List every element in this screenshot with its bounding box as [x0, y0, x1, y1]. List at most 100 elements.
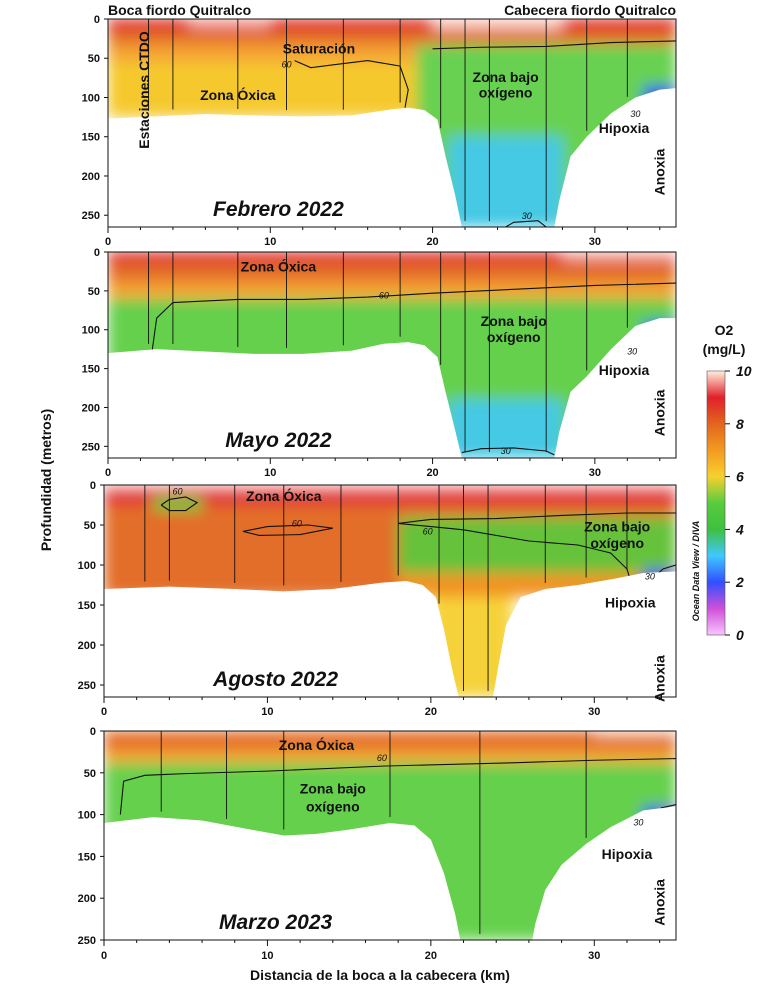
contour-label: 60 [282, 60, 292, 70]
x-tick-label: 30 [589, 467, 601, 479]
contour-label: 60 [292, 519, 302, 529]
x-tick-label: 10 [261, 950, 273, 962]
isoline-60 [151, 282, 676, 354]
oxygen-zone-6 [430, 597, 513, 697]
zone-annotation: Zona bajo [473, 69, 539, 85]
y-tick-label: 250 [78, 680, 96, 692]
isoline-60 [294, 60, 409, 108]
oxygen-field [104, 485, 676, 697]
y-tick-label: 100 [82, 325, 100, 337]
x-tick-label: 10 [264, 467, 276, 479]
x-axis-title: Distancia de la boca a la cabecera (km) [250, 967, 510, 983]
y-tick-label: 0 [94, 247, 100, 259]
oxygen-zone-1 [104, 485, 676, 505]
oxygen-zone-3 [104, 485, 676, 490]
isoline-60 [398, 522, 633, 586]
x-tick-label: 0 [101, 706, 107, 718]
oxygen-field [108, 252, 676, 458]
y-tick-label: 50 [88, 53, 100, 65]
x-tick-label: 20 [425, 950, 437, 962]
zone-annotation: oxígeno [306, 798, 360, 814]
contour-label: 30 [627, 347, 637, 357]
x-tick-label: 10 [261, 706, 273, 718]
zone-annotation: Hipoxia [599, 362, 650, 378]
x-tick-label: 10 [264, 236, 276, 248]
zone-annotation: Anoxia [652, 879, 668, 926]
y-axis-title: Profundidad (metros) [38, 409, 54, 551]
colorbar-ticks: 0 2 4 6 8 10 [725, 363, 752, 643]
y-tick-label: 150 [78, 600, 96, 612]
y-tick-label: 250 [82, 441, 100, 453]
y-tick-label: 150 [78, 851, 96, 863]
x-tick-label: 20 [425, 706, 437, 718]
zone-annotation: Zona Óxica [246, 487, 322, 504]
oxygen-zone-6 [594, 731, 676, 737]
isoline-60 [119, 758, 676, 815]
zone-annotation: Hipoxia [599, 120, 650, 136]
panel-title: Mayo 2022 [225, 429, 332, 452]
contour-label: 30 [645, 571, 655, 581]
x-tick-label: 0 [105, 467, 111, 479]
colorbar-gradient [706, 370, 726, 636]
y-tick-label: 100 [78, 810, 96, 822]
colorbar-tick-label: 6 [736, 469, 744, 485]
zone-annotation: Zona Óxica [241, 257, 317, 274]
zone-annotation: Zona bajo [481, 313, 547, 329]
x-tick-label: 0 [105, 236, 111, 248]
panel-2: 60 30 30 0 50 100 150 200 250 0 10 20 30 Zona Óxica Zo… [82, 247, 677, 479]
contour-label: 30 [501, 446, 511, 456]
oxygen-zone-4 [108, 62, 417, 118]
stations-label: Estaciones CTDO [136, 31, 152, 149]
y-tick-label: 150 [82, 132, 100, 144]
isoline-60 [432, 40, 676, 50]
zone-annotation: Anoxia [652, 149, 668, 196]
oxygen-zone-9 [659, 573, 676, 621]
y-tick-label: 200 [82, 402, 100, 414]
colorbar-tick-label: 10 [736, 363, 752, 379]
zone-annotation: Hipoxia [602, 846, 653, 862]
colorbar-tick-label: 4 [735, 521, 744, 537]
zone-annotation: Anoxia [652, 389, 668, 436]
zone-annotation: oxígeno [590, 535, 644, 551]
panel-title: Agosto 2022 [212, 668, 338, 691]
isoline-60 [398, 512, 676, 524]
zone-annotation: Saturación [283, 41, 355, 57]
contour-label: 30 [630, 109, 640, 119]
oxygen-zone-1 [108, 252, 676, 263]
contour-label: 30 [522, 211, 532, 221]
oxygen-zone-4 [398, 517, 676, 573]
zone-annotation: oxígeno [487, 329, 541, 345]
y-tick-label: 100 [78, 560, 96, 572]
x-tick-label: 30 [588, 706, 600, 718]
contour-label: 60 [173, 487, 183, 497]
oxygen-field [104, 731, 676, 940]
colorbar-credit: Ocean Data View / DIVA [691, 521, 701, 622]
contour-label: 30 [633, 817, 643, 827]
y-tick-label: 250 [82, 210, 100, 222]
zone-annotation: Zona bajo [584, 518, 650, 534]
x-tick-label: 20 [426, 467, 438, 479]
oxygen-field [108, 19, 676, 227]
oxygen-zone-3 [108, 281, 676, 299]
x-tick-label: 20 [426, 236, 438, 248]
oxygen-zone-6 [448, 136, 563, 227]
colorbar-tick-label: 2 [735, 574, 744, 590]
panel-1: 60 30 30 0 50 100 150 200 250 0 10 20 30 Saturación Zo… [82, 14, 677, 248]
top-left-label: Boca fiordo Quitralco [108, 2, 251, 18]
zone-annotation: Hipoxia [605, 594, 656, 610]
panel-title: Marzo 2023 [219, 911, 333, 934]
isoline-60 [242, 524, 333, 536]
y-tick-label: 50 [84, 768, 96, 780]
zone-annotation: Anoxia [652, 655, 668, 702]
colorbar: O2 (mg/L) 0 2 4 6 8 10 Ocean Data View / DIVA [691, 322, 752, 643]
y-tick-label: 200 [82, 171, 100, 183]
isoline-30 [647, 804, 676, 840]
colorbar-tick-label: 8 [736, 416, 744, 432]
oxygen-zone-4 [108, 298, 676, 458]
oxygen-zone-6 [643, 321, 676, 389]
panel-title: Febrero 2022 [213, 198, 344, 221]
y-tick-label: 200 [78, 640, 96, 652]
zone-annotation: Zona bajo [300, 781, 366, 797]
